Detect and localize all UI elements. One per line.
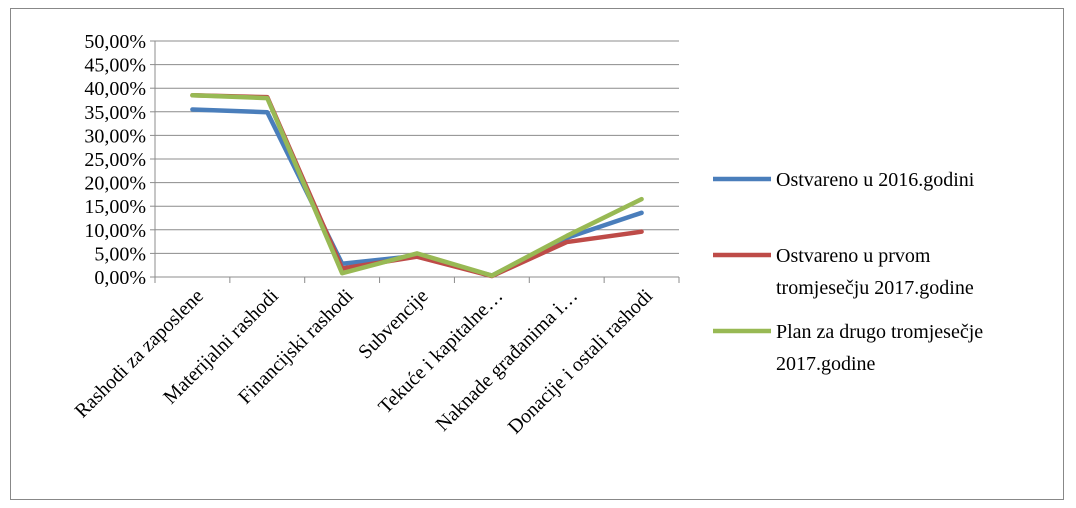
y-tick-label: 45,00% bbox=[84, 55, 146, 77]
y-tick-label: 0,00% bbox=[94, 267, 146, 289]
series-lines bbox=[190, 93, 644, 279]
x-tick-label: Rashodi za zaposlene bbox=[71, 285, 208, 422]
x-tick-label: Naknade građanima i… bbox=[432, 285, 583, 436]
x-tick-label: Donacije i ostali rashodi bbox=[504, 285, 658, 439]
y-tick-label: 15,00% bbox=[84, 196, 146, 218]
x-tick-label: Subvencije bbox=[354, 285, 432, 363]
y-tick-label: 50,00% bbox=[84, 31, 146, 53]
axes bbox=[150, 40, 680, 283]
series-line-2 bbox=[190, 93, 644, 279]
y-tick-label: 25,00% bbox=[84, 149, 146, 171]
series-line-1 bbox=[190, 107, 644, 278]
y-tick-label: 35,00% bbox=[84, 102, 146, 124]
series-line-3 bbox=[190, 93, 644, 278]
legend: Ostvareno u 2016.godini Ostvareno u prvom… bbox=[713, 169, 983, 375]
y-tick-label: 10,00% bbox=[84, 220, 146, 242]
x-tick-label: Tekuće i kapitalne… bbox=[374, 285, 507, 418]
y-tick-label: 30,00% bbox=[84, 125, 146, 147]
legend-entry-2: Ostvareno u prvom tromjesečju 2017.godine bbox=[776, 245, 974, 299]
legend-entry-1: Ostvareno u 2016.godini bbox=[776, 169, 975, 191]
chart-frame: 0,00% 5,00% 10,00% 15,00% 20,00% 25,00% 30,00%… bbox=[10, 8, 1064, 500]
y-tick-label: 5,00% bbox=[94, 243, 146, 265]
y-tick-label: 40,00% bbox=[84, 78, 146, 100]
line-chart: 0,00%5,00%10,00%15,00%20,00%25,00%30,00%… bbox=[71, 31, 984, 439]
legend-entry-3: Plan za drugo tromjesečje 2017.godine bbox=[776, 321, 983, 375]
y-tick-label: 20,00% bbox=[84, 173, 146, 195]
y-axis-tick-labels: 0,00%5,00%10,00%15,00%20,00%25,00%30,00%… bbox=[84, 31, 146, 289]
